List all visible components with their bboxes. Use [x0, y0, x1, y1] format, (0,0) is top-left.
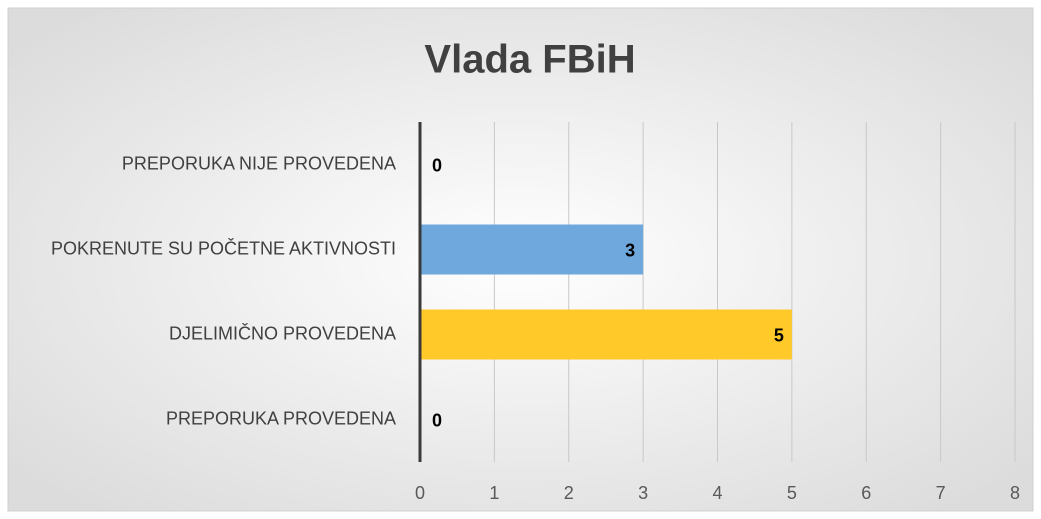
x-tick-label: 6: [861, 483, 871, 503]
x-tick-label: 7: [936, 483, 946, 503]
x-tick-label: 4: [712, 483, 722, 503]
data-label: 0: [432, 410, 442, 430]
bar: [420, 309, 792, 360]
x-tick-label: 0: [415, 483, 425, 503]
chart-title: Vlada FBiH: [424, 38, 635, 82]
y-tick-label: PREPORUKA NIJE PROVEDENA: [122, 153, 396, 173]
data-label: 3: [625, 240, 635, 260]
x-tick-label: 5: [787, 483, 797, 503]
x-tick-label: 2: [564, 483, 574, 503]
x-tick-label: 8: [1010, 483, 1020, 503]
y-tick-label: DJELIMIČNO PROVEDENA: [169, 322, 396, 343]
bar: [420, 224, 644, 275]
data-label: 0: [432, 155, 442, 175]
x-tick-label: 1: [489, 483, 499, 503]
x-tick-label: 3: [638, 483, 648, 503]
y-tick-label: POKRENUTE SU POČETNE AKTIVNOSTI: [51, 237, 396, 258]
y-tick-label: PREPORUKA PROVEDENA: [166, 408, 396, 428]
data-label: 5: [774, 325, 784, 345]
